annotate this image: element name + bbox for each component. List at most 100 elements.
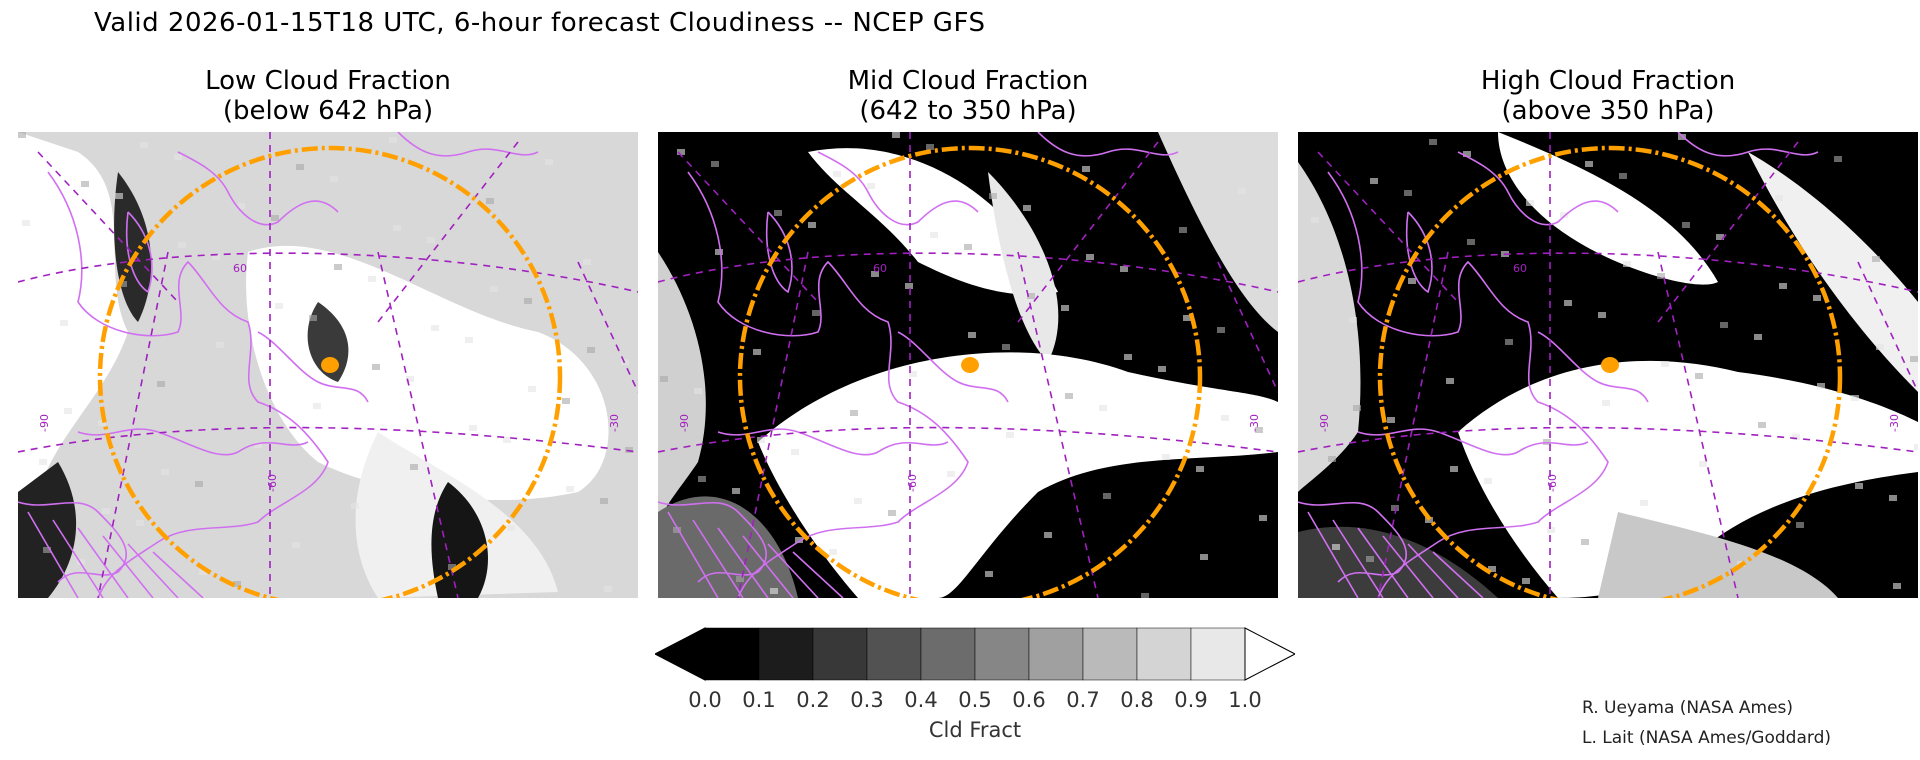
cloud-speckle [195, 481, 203, 487]
cloud-speckle [947, 471, 955, 477]
colorbar-segment [866, 627, 922, 681]
cloud-speckle [1196, 466, 1204, 472]
colorbar-segment [1190, 627, 1246, 681]
latitude-line [18, 252, 638, 293]
coastline [257, 331, 369, 403]
panel-mid-title: Mid Cloud Fraction [847, 66, 1089, 96]
cloud-speckle [1255, 427, 1263, 433]
lon-label-90w: -90 [1318, 414, 1331, 432]
cloud-speckle [545, 159, 553, 165]
state-border [1407, 543, 1459, 598]
colorbar-tick-label: 0.1 [742, 688, 776, 712]
cloud-speckle [330, 176, 338, 182]
latitude-line [658, 426, 1278, 453]
cloud-speckle [1505, 339, 1513, 345]
coastline [397, 132, 539, 157]
cloud-speckle [1450, 466, 1458, 472]
cloud-speckle [985, 571, 993, 577]
colorbar-segment [974, 627, 1030, 681]
cloud-speckle [98, 420, 106, 426]
cloud-speckle [888, 510, 896, 516]
cloud-speckle [1370, 178, 1378, 184]
panel-high-title: High Cloud Fraction [1480, 66, 1736, 96]
cloud-speckle [1162, 454, 1170, 460]
coastlines [658, 132, 1179, 598]
cloud-area [18, 462, 77, 598]
cloud-speckle [1775, 195, 1783, 201]
cloud-area [988, 172, 1059, 362]
cloud-speckle [1006, 432, 1014, 438]
cloud-speckle [1623, 261, 1631, 267]
cloud-area [1158, 132, 1278, 332]
cloud-speckle [812, 310, 820, 316]
coastline [717, 428, 949, 456]
cloud-speckle [791, 449, 799, 455]
colorbar-tick-label: 0.7 [1066, 688, 1100, 712]
lon-label-60w: -60 [906, 474, 919, 492]
colorbar [655, 627, 1295, 681]
high-cloud-map: -90 -60 -30 60 [1298, 132, 1918, 598]
coastline [77, 428, 309, 456]
graticule [18, 132, 638, 598]
cloud-speckle [1585, 161, 1593, 167]
colorbar-tick-label: 0.8 [1120, 688, 1154, 712]
cloud-speckle [119, 281, 127, 287]
cloud-speckle [808, 222, 816, 228]
cloud-speckle [1560, 212, 1568, 218]
coastline [687, 171, 969, 598]
coastline [1405, 211, 1433, 294]
cloud-speckle [528, 386, 536, 392]
coastline [817, 151, 979, 226]
cloud-speckle [1855, 483, 1863, 489]
cloud-speckle [1581, 539, 1589, 545]
colorbar-segment [920, 627, 976, 681]
credit-line-2: L. Lait (NASA Ames/Goddard) [1582, 728, 1831, 748]
credit-line-1: R. Ueyama (NASA Ames) [1582, 698, 1794, 718]
cloud-speckle [216, 342, 224, 348]
lat-label-60n: 60 [873, 262, 887, 275]
cloud-speckle [1779, 283, 1787, 289]
lon-label-30w: -30 [608, 414, 621, 432]
cloud-speckle [1061, 305, 1069, 311]
colorbar-tick-label: 0.9 [1174, 688, 1208, 712]
graticule [1298, 132, 1918, 598]
cloud-speckle [233, 581, 241, 587]
cloud-speckle [736, 576, 744, 582]
cloud-speckle [673, 527, 681, 533]
cloud-speckle [1276, 288, 1278, 294]
cloud-speckle [871, 271, 879, 277]
cloud-speckle [393, 225, 401, 231]
lon-label-30w: -30 [1248, 414, 1261, 432]
cloud-speckle [770, 588, 778, 594]
cloud-speckle [1349, 317, 1357, 323]
cloud-speckle [1488, 566, 1496, 572]
cloud-speckle [1910, 356, 1918, 362]
cloud-area [431, 482, 488, 598]
colorbar-segment [704, 627, 760, 681]
cloud-speckle [507, 525, 515, 531]
lon-label-90w: -90 [38, 414, 51, 432]
range-ring [1377, 145, 1843, 598]
state-border [1382, 535, 1434, 598]
coastlines [18, 132, 539, 598]
coastline [1298, 501, 1408, 583]
colorbar-segment [1136, 627, 1192, 681]
cloud-area [18, 132, 128, 598]
colorbar-tick-label: 0.5 [958, 688, 992, 712]
coastline [125, 211, 153, 294]
cloud-speckle [503, 437, 511, 443]
cloud-speckle [1200, 554, 1208, 560]
cloud-area [658, 252, 706, 532]
cloud-speckle [1099, 405, 1107, 411]
coastline [1677, 132, 1819, 157]
longitude-line [97, 251, 169, 598]
site-marker [961, 357, 979, 373]
state-border [1432, 551, 1484, 598]
cloud-speckle [254, 442, 262, 448]
colorbar-segment [812, 627, 868, 681]
cloud-speckle [1834, 156, 1842, 162]
graticule [658, 132, 1278, 598]
cloud-speckle [1695, 373, 1703, 379]
panel-low-title: Low Cloud Fraction [205, 66, 451, 96]
panel-high-subtitle: (above 350 hPa) [1501, 96, 1715, 126]
